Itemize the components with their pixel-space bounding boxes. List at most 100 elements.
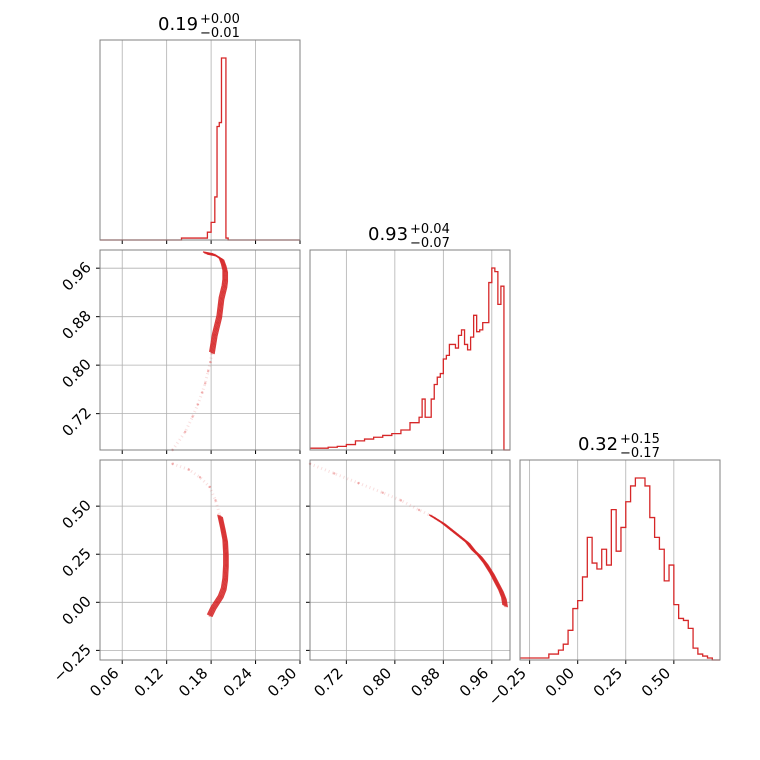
- contour-p1_vs_p2-2: [430, 515, 506, 607]
- sample-point-p0_vs_p1-24: [203, 251, 207, 255]
- sample-point-p1_vs_p2-14: [496, 583, 500, 587]
- x-tick-label-0-2: 0.18: [175, 664, 211, 700]
- y-tick-label-2-0: −0.25: [50, 640, 95, 685]
- frame-1-1: [309, 249, 511, 451]
- panel-2-1: [306, 459, 511, 664]
- titles-layer: 0.19 +0.00−0.010.93 +0.04−0.070.32 +0.15−0.…: [158, 12, 660, 461]
- frame-2-2: [519, 459, 721, 661]
- sample-point-p0_vs_p1-18: [223, 285, 226, 288]
- contour-p0_vs_p2-3: [210, 516, 228, 617]
- panel-2-0: [96, 459, 301, 664]
- sample-point-p1_vs_p2-6: [430, 514, 433, 517]
- sample-point-p1_vs_p2-1: [333, 472, 336, 475]
- scatter-cloud-p0_vs_p2: [172, 462, 228, 617]
- x-tick-label-0-0: 0.06: [86, 664, 122, 700]
- sample-point-p0_vs_p2-9: [224, 564, 228, 567]
- sample-point-p0_vs_p2-14: [212, 606, 215, 610]
- sample-point-p1_vs_p2-3: [381, 491, 384, 494]
- sample-point-p1_vs_p2-12: [484, 562, 487, 566]
- title-plus-0: +0.00: [200, 12, 240, 27]
- sample-point-p0_vs_p1-16: [220, 297, 223, 300]
- title-minus-1: −0.07: [410, 236, 450, 251]
- title-value-2: 0.32: [578, 434, 618, 455]
- sample-point-p1_vs_p2-10: [472, 549, 475, 552]
- sample-point-p0_vs_p1-22: [220, 257, 223, 261]
- x-tick-label-2-3: 0.50: [638, 664, 674, 700]
- y-tick-label-2-3: 0.50: [58, 496, 94, 532]
- sample-point-p0_vs_p2-3: [208, 485, 211, 489]
- title-plus-1: +0.04: [410, 222, 450, 237]
- sample-point-p0_vs_p2-15: [208, 614, 211, 617]
- sample-point-p0_vs_p1-23: [213, 253, 217, 257]
- x-tick-label-2-2: 0.25: [590, 664, 626, 700]
- y-tick-label-1-1: 0.80: [58, 355, 94, 391]
- contour-p0_vs_p1-0: [202, 251, 224, 353]
- title-value-1: 0.93: [368, 224, 408, 245]
- contour-p0_vs_p1-3: [206, 252, 227, 354]
- title-0: 0.19 +0.00−0.01: [158, 12, 240, 41]
- sample-point-p0_vs_p1-21: [222, 263, 225, 267]
- y-tick-label-1-0: 0.72: [58, 404, 94, 440]
- contour-p0_vs_p2-4: [211, 516, 229, 618]
- sample-point-p1_vs_p2-9: [466, 541, 469, 544]
- sample-point-p0_vs_p1-11: [215, 327, 218, 330]
- contour-p0_vs_p2-0: [206, 514, 225, 615]
- sample-point-p0_vs_p2-13: [215, 601, 219, 604]
- sample-point-p0_vs_p1-19: [223, 279, 227, 282]
- sample-point-p0_vs_p2-1: [187, 468, 191, 471]
- panel-2-2: [519, 459, 721, 664]
- sample-point-p1_vs_p2-11: [478, 554, 481, 558]
- sample-point-p0_vs_p1-14: [218, 309, 222, 312]
- sample-point-p0_vs_p2-10: [223, 578, 227, 581]
- contour-p0_vs_p1-1: [203, 251, 225, 353]
- sample-point-p0_vs_p1-15: [219, 303, 222, 306]
- contour-p0_vs_p2-1: [207, 515, 226, 616]
- x-tick-label-1-1: 0.80: [359, 664, 395, 700]
- title-plus-2: +0.15: [620, 432, 660, 447]
- sample-point-p0_vs_p1-8: [210, 351, 214, 355]
- sample-point-p0_vs_p1-10: [213, 333, 217, 337]
- sample-point-p0_vs_p1-5: [203, 382, 207, 385]
- histogram-2: [520, 477, 720, 661]
- scatter-cloud-p1_vs_p2: [309, 462, 507, 607]
- sample-point-p1_vs_p2-7: [442, 522, 445, 525]
- contour-p0_vs_p1-4: [207, 253, 229, 355]
- x-tick-label-0-3: 0.24: [220, 664, 256, 700]
- sample-point-p0_vs_p2-8: [224, 553, 228, 556]
- sample-point-p0_vs_p1-13: [218, 315, 221, 318]
- histogram-1: [310, 267, 510, 451]
- sample-point-p0_vs_p2-4: [214, 499, 217, 502]
- x-tick-label-0-1: 0.12: [131, 664, 167, 700]
- sample-point-p0_vs_p1-20: [223, 270, 227, 273]
- sample-point-p0_vs_p1-17: [221, 291, 225, 294]
- x-tick-label-0-4: 0.30: [264, 664, 300, 700]
- contour-p1_vs_p2-1: [429, 514, 505, 606]
- sample-point-p0_vs_p2-12: [219, 595, 222, 598]
- title-value-0: 0.19: [158, 14, 198, 35]
- frame-2-0: [99, 459, 301, 661]
- sample-point-p0_vs_p1-12: [216, 321, 219, 324]
- sample-point-p0_vs_p2-11: [222, 587, 225, 591]
- sample-point-p0_vs_p1-6: [206, 370, 210, 373]
- title-minus-0: −0.01: [200, 26, 240, 41]
- sample-point-p0_vs_p1-3: [196, 403, 199, 406]
- sample-point-p1_vs_p2-8: [454, 531, 457, 535]
- sample-point-p1_vs_p2-16: [502, 597, 506, 600]
- y-tick-label-2-1: 0.00: [58, 592, 94, 628]
- sample-point-p0_vs_p2-5: [218, 514, 222, 517]
- contour-p0_vs_p2-2: [209, 515, 227, 617]
- x-tick-label-2-0: −0.25: [485, 664, 530, 709]
- x-tick-label-1-2: 0.88: [407, 664, 443, 700]
- sample-point-p1_vs_p2-2: [357, 481, 360, 485]
- scatter-cloud-p0_vs_p1: [171, 251, 227, 451]
- sample-point-p0_vs_p1-7: [209, 360, 212, 364]
- contour-p0_vs_p1-2: [205, 252, 226, 354]
- sample-point-p1_vs_p2-5: [417, 508, 421, 512]
- sample-point-p0_vs_p1-2: [191, 415, 194, 418]
- sample-point-p0_vs_p1-9: [212, 342, 215, 346]
- frame-1-0: [99, 249, 301, 451]
- sample-point-p0_vs_p2-2: [198, 476, 202, 479]
- sample-point-p1_vs_p2-4: [399, 499, 403, 502]
- title-2: 0.32 +0.15−0.17: [578, 432, 660, 461]
